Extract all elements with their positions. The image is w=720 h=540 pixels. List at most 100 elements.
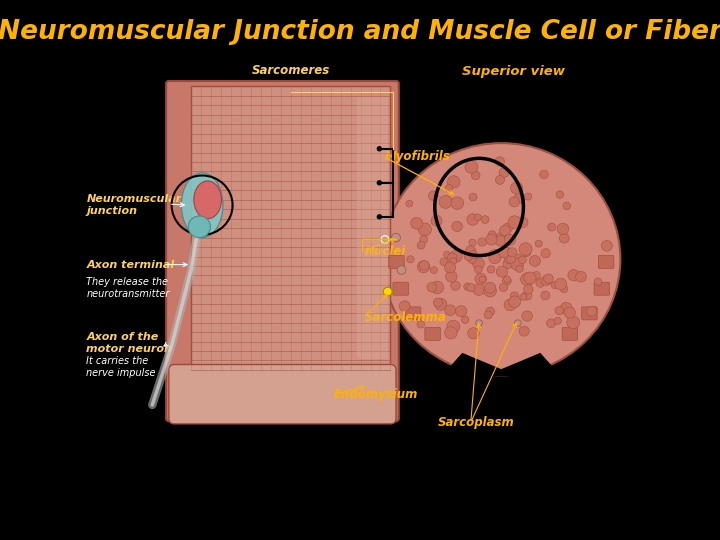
Circle shape — [406, 200, 413, 207]
Circle shape — [517, 217, 528, 228]
Circle shape — [505, 249, 512, 256]
Circle shape — [523, 285, 533, 294]
Circle shape — [504, 255, 513, 264]
Circle shape — [465, 161, 478, 173]
Circle shape — [431, 215, 442, 226]
Ellipse shape — [181, 173, 223, 238]
Text: Superior view: Superior view — [462, 65, 565, 78]
Circle shape — [525, 193, 532, 200]
Circle shape — [552, 282, 559, 289]
Text: Sarcomeres: Sarcomeres — [251, 64, 330, 77]
Circle shape — [445, 305, 456, 315]
Text: They release the
neurotransmitter: They release the neurotransmitter — [86, 277, 170, 299]
Circle shape — [427, 282, 437, 292]
FancyBboxPatch shape — [166, 81, 399, 421]
Text: Nuclei: Nuclei — [364, 245, 405, 258]
Circle shape — [377, 146, 382, 151]
Circle shape — [554, 278, 567, 290]
Circle shape — [450, 258, 456, 264]
Circle shape — [541, 291, 550, 300]
Circle shape — [489, 249, 502, 262]
Circle shape — [473, 284, 485, 295]
Circle shape — [451, 281, 460, 291]
Circle shape — [499, 246, 511, 258]
Circle shape — [514, 193, 525, 204]
Circle shape — [431, 281, 444, 294]
Circle shape — [377, 180, 382, 186]
Circle shape — [487, 266, 495, 273]
Circle shape — [392, 233, 400, 242]
Circle shape — [397, 266, 406, 274]
Polygon shape — [443, 354, 559, 375]
Circle shape — [467, 254, 477, 264]
Circle shape — [496, 266, 508, 277]
Circle shape — [560, 302, 572, 314]
Circle shape — [420, 235, 428, 244]
Circle shape — [446, 185, 453, 192]
Circle shape — [451, 221, 462, 232]
Circle shape — [481, 215, 489, 224]
Circle shape — [448, 253, 457, 262]
Circle shape — [535, 240, 542, 247]
Circle shape — [407, 256, 414, 263]
Circle shape — [556, 191, 564, 198]
Text: Sarcoplasm: Sarcoplasm — [438, 416, 514, 429]
Circle shape — [428, 191, 438, 200]
FancyBboxPatch shape — [357, 97, 387, 359]
Circle shape — [503, 223, 513, 233]
Circle shape — [445, 262, 456, 273]
Circle shape — [399, 301, 410, 312]
Ellipse shape — [194, 181, 222, 219]
Circle shape — [515, 320, 521, 326]
Circle shape — [523, 291, 532, 300]
FancyBboxPatch shape — [393, 282, 408, 295]
Text: Neuromuscular Junction and Muscle Cell or Fiber: Neuromuscular Junction and Muscle Cell o… — [0, 19, 720, 45]
Circle shape — [504, 276, 510, 282]
FancyBboxPatch shape — [425, 327, 441, 340]
Circle shape — [444, 251, 451, 258]
Circle shape — [513, 254, 522, 262]
Circle shape — [503, 259, 513, 268]
Circle shape — [568, 269, 580, 281]
Circle shape — [479, 276, 486, 283]
Text: Axon of the
motor neuron: Axon of the motor neuron — [86, 332, 172, 354]
Ellipse shape — [188, 216, 210, 238]
Circle shape — [559, 233, 569, 243]
Circle shape — [518, 256, 526, 264]
Circle shape — [472, 258, 485, 269]
Circle shape — [519, 326, 529, 336]
Circle shape — [478, 238, 486, 246]
Circle shape — [474, 214, 481, 220]
Circle shape — [488, 231, 496, 239]
Circle shape — [563, 202, 571, 210]
Circle shape — [464, 283, 472, 291]
Circle shape — [465, 246, 476, 256]
Circle shape — [377, 214, 382, 219]
Circle shape — [439, 195, 452, 208]
Circle shape — [484, 285, 497, 297]
Circle shape — [510, 182, 523, 194]
Circle shape — [417, 241, 425, 249]
Circle shape — [410, 218, 423, 229]
Circle shape — [418, 261, 430, 273]
Circle shape — [382, 143, 621, 375]
FancyBboxPatch shape — [169, 364, 396, 424]
Circle shape — [516, 265, 523, 272]
Circle shape — [418, 223, 431, 236]
Circle shape — [499, 284, 508, 292]
Circle shape — [594, 278, 602, 285]
Circle shape — [557, 223, 569, 234]
Circle shape — [456, 306, 467, 317]
Circle shape — [435, 299, 447, 310]
Text: Endomysium: Endomysium — [333, 388, 418, 401]
Circle shape — [500, 225, 510, 236]
Text: Neuromuscular
junction: Neuromuscular junction — [86, 194, 181, 216]
Circle shape — [469, 193, 477, 201]
Circle shape — [467, 284, 475, 292]
Circle shape — [541, 275, 552, 286]
Circle shape — [451, 197, 464, 210]
Circle shape — [522, 248, 531, 256]
Circle shape — [469, 251, 477, 259]
Circle shape — [383, 287, 392, 296]
Circle shape — [489, 252, 500, 264]
